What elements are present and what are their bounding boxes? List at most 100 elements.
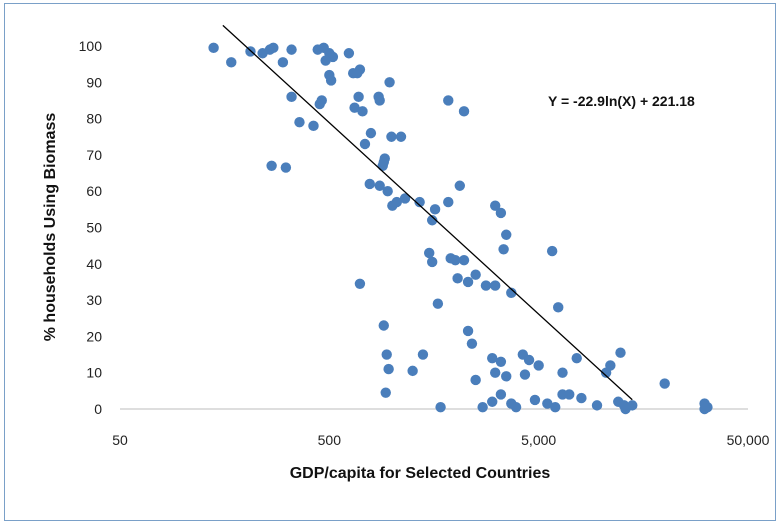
- data-point: [470, 269, 481, 280]
- data-point: [490, 200, 501, 211]
- y-tick-label: 30: [86, 292, 102, 308]
- data-point: [443, 196, 454, 208]
- data-point: [487, 352, 498, 364]
- data-point: [343, 48, 355, 59]
- data-point: [557, 367, 568, 378]
- trendline-equation: Y = -22.9ln(X) + 221.18: [548, 93, 695, 109]
- data-point: [357, 106, 368, 117]
- data-point: [495, 389, 507, 400]
- data-point: [498, 244, 509, 255]
- y-tick-label: 0: [94, 401, 102, 417]
- data-point: [605, 360, 616, 371]
- data-point: [576, 392, 587, 404]
- y-tick-label: 40: [86, 256, 102, 272]
- data-points: [208, 42, 713, 415]
- y-tick-label: 70: [86, 147, 102, 163]
- trendline: [222, 24, 633, 401]
- data-point: [364, 178, 375, 190]
- data-point: [510, 401, 522, 413]
- y-tick-label: 100: [79, 38, 103, 54]
- data-point: [381, 349, 392, 360]
- data-point: [699, 403, 710, 415]
- data-point: [495, 356, 507, 368]
- data-point: [495, 207, 507, 219]
- data-point: [417, 349, 429, 360]
- data-point: [286, 44, 297, 55]
- data-point: [501, 371, 512, 382]
- data-point: [391, 196, 402, 208]
- data-point: [359, 138, 371, 150]
- data-point: [325, 75, 337, 86]
- data-point: [349, 102, 360, 113]
- data-point: [466, 338, 478, 349]
- data-point: [277, 57, 289, 68]
- data-point: [458, 106, 470, 117]
- data-point: [380, 387, 391, 398]
- data-point: [627, 400, 638, 411]
- x-axis-title: GDP/capita for Selected Countries: [290, 465, 551, 482]
- y-tick-label: 10: [86, 365, 102, 381]
- data-point: [264, 44, 276, 55]
- data-point: [470, 374, 481, 386]
- data-point: [226, 57, 237, 68]
- data-point: [382, 186, 393, 197]
- data-point: [618, 400, 630, 411]
- data-point: [373, 91, 384, 103]
- data-point: [571, 352, 582, 364]
- data-point: [591, 400, 603, 411]
- data-point: [384, 77, 395, 88]
- data-point: [320, 55, 331, 66]
- data-point: [443, 95, 454, 106]
- data-point: [490, 280, 501, 291]
- x-axis-ticks: 50 500 5,000 50,000: [112, 432, 769, 448]
- x-tick-label: 5,000: [521, 432, 556, 448]
- data-point: [553, 302, 564, 313]
- data-point: [533, 360, 544, 371]
- x-tick-label: 50,000: [727, 432, 770, 448]
- data-point: [462, 325, 474, 337]
- data-point: [452, 273, 463, 284]
- data-point: [395, 131, 407, 142]
- data-point: [266, 160, 277, 171]
- y-tick-label: 80: [86, 111, 102, 127]
- data-point: [458, 254, 470, 266]
- data-point: [294, 117, 305, 128]
- data-point: [286, 91, 297, 103]
- data-point: [424, 247, 435, 259]
- data-point: [208, 42, 219, 54]
- data-point: [379, 153, 390, 164]
- y-axis-title: % households Using Biomass: [42, 113, 59, 342]
- y-tick-label: 20: [86, 328, 102, 344]
- data-point: [659, 378, 670, 389]
- data-point: [546, 245, 558, 257]
- data-point: [386, 131, 397, 142]
- data-point: [354, 278, 366, 289]
- data-point: [487, 396, 498, 407]
- data-point: [435, 401, 446, 413]
- data-point: [353, 91, 364, 103]
- data-point: [529, 394, 541, 406]
- data-point: [480, 280, 492, 291]
- data-point: [542, 398, 553, 409]
- data-point: [365, 127, 377, 139]
- x-tick-label: 500: [318, 432, 342, 448]
- y-tick-label: 60: [86, 183, 102, 199]
- data-point: [501, 229, 512, 240]
- data-point: [550, 401, 561, 413]
- data-point: [615, 347, 626, 358]
- data-point: [280, 162, 292, 173]
- data-point: [429, 204, 441, 215]
- y-tick-label: 50: [86, 220, 102, 236]
- y-axis-ticks: 0 10 20 30 40 50 60 70 80 90 100: [79, 38, 103, 417]
- data-point: [407, 365, 418, 377]
- data-point: [426, 256, 438, 268]
- y-tick-label: 90: [86, 74, 102, 90]
- data-point: [426, 215, 438, 226]
- data-point: [414, 196, 425, 208]
- data-point: [308, 120, 319, 132]
- data-point: [316, 95, 327, 106]
- data-point: [454, 180, 466, 191]
- data-point: [383, 363, 394, 375]
- data-point: [477, 401, 488, 413]
